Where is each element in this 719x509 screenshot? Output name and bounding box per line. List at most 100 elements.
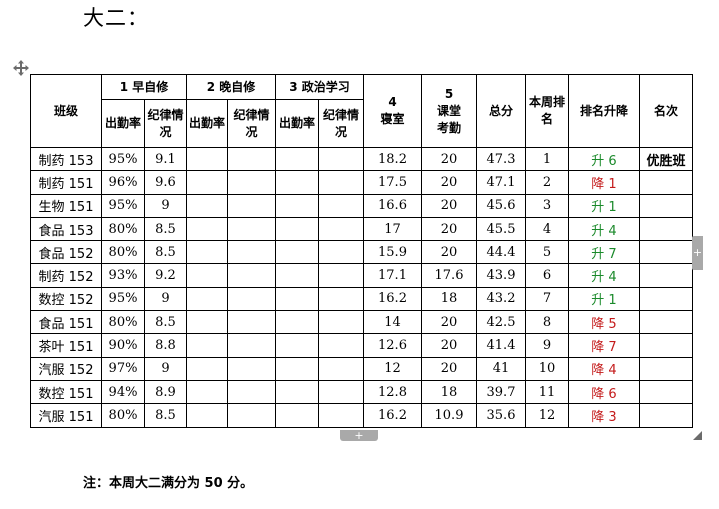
rank-change-cell: 降 3 (568, 403, 640, 428)
class-cell: 数控 151 (30, 379, 102, 405)
political-discipline-cell (318, 403, 364, 428)
class-cell: 汽服 152 (30, 356, 102, 381)
dorm-cell: 12.6 (363, 333, 422, 358)
four-way-arrow-icon[interactable] (13, 60, 29, 76)
morning-attendance-cell: 80% (101, 310, 145, 335)
resize-corner-icon[interactable] (693, 431, 702, 440)
rank-cell: 4 (525, 216, 569, 242)
class-cell: 食品 151 (30, 310, 102, 335)
political-attendance-cell (275, 379, 319, 405)
classroom-cell: 17.6 (421, 263, 477, 288)
dorm-cell: 16.2 (363, 403, 422, 428)
political-attendance-cell (275, 170, 319, 195)
morning-attendance-cell: 80% (101, 240, 145, 265)
rank-change-cell: 降 1 (568, 170, 640, 195)
classroom-cell: 20 (421, 170, 477, 195)
evening-attendance-cell (186, 286, 228, 312)
evening-discipline-cell (227, 263, 276, 288)
rank-change-cell: 升 1 (568, 193, 640, 218)
political-discipline-cell (318, 333, 364, 358)
total-cell: 43.2 (476, 286, 526, 312)
rank-cell: 11 (525, 379, 569, 405)
morning-discipline-cell: 8.5 (144, 310, 187, 335)
evening-attendance-cell (186, 216, 228, 242)
political-discipline-cell (318, 286, 364, 312)
table-row: 数控 151 94% 8.9 12.8 18 39.7 11 降 6 (30, 379, 693, 405)
mingci-cell: 优胜班 (639, 146, 693, 172)
rank-cell: 7 (525, 286, 569, 312)
classroom-cell: 10.9 (421, 403, 477, 428)
mingci-cell (639, 333, 693, 358)
political-discipline-cell (318, 170, 364, 195)
header-attendance-rate: 出勤率 (275, 99, 319, 148)
table-row: 汽服 152 97% 9 12 20 41 10 降 4 (30, 356, 693, 381)
mingci-cell (639, 170, 693, 195)
political-discipline-cell (318, 379, 364, 405)
morning-attendance-cell: 80% (101, 403, 145, 428)
dorm-cell: 16.2 (363, 286, 422, 312)
evening-attendance-cell (186, 146, 228, 172)
political-attendance-cell (275, 193, 319, 218)
header-discipline: 纪律情况 (144, 99, 187, 148)
add-column-button[interactable]: + (692, 236, 703, 270)
class-cell: 生物 151 (30, 193, 102, 218)
rank-cell: 5 (525, 240, 569, 265)
political-attendance-cell (275, 356, 319, 381)
morning-attendance-cell: 90% (101, 333, 145, 358)
evening-attendance-cell (186, 310, 228, 335)
dorm-cell: 12.8 (363, 379, 422, 405)
rank-change-cell: 降 7 (568, 333, 640, 358)
class-cell: 汽服 151 (30, 403, 102, 428)
morning-discipline-cell: 8.5 (144, 216, 187, 242)
rank-cell: 12 (525, 403, 569, 428)
classroom-cell: 20 (421, 356, 477, 381)
table-row: 汽服 151 80% 8.5 16.2 10.9 35.6 12 降 3 (30, 403, 693, 428)
dorm-cell: 18.2 (363, 146, 422, 172)
mingci-cell (639, 310, 693, 335)
total-cell: 42.5 (476, 310, 526, 335)
evening-attendance-cell (186, 193, 228, 218)
footnote: 注：本周大二满分为 50 分。 (83, 476, 254, 491)
evening-discipline-cell (227, 379, 276, 405)
classroom-cell: 18 (421, 379, 477, 405)
class-cell: 茶叶 151 (30, 333, 102, 358)
table-row: 茶叶 151 90% 8.8 12.6 20 41.4 9 降 7 (30, 333, 693, 358)
total-cell: 41.4 (476, 333, 526, 358)
total-cell: 39.7 (476, 379, 526, 405)
table-row: 食品 153 80% 8.5 17 20 45.5 4 升 4 (30, 216, 693, 242)
dorm-cell: 17 (363, 216, 422, 242)
evening-attendance-cell (186, 263, 228, 288)
political-attendance-cell (275, 240, 319, 265)
morning-discipline-cell: 9.6 (144, 170, 187, 195)
total-cell: 45.5 (476, 216, 526, 242)
political-attendance-cell (275, 403, 319, 428)
morning-discipline-cell: 8.9 (144, 379, 187, 405)
morning-discipline-cell: 9.2 (144, 263, 187, 288)
morning-attendance-cell: 93% (101, 263, 145, 288)
header-total: 总分 (476, 74, 526, 148)
dorm-cell: 12 (363, 356, 422, 381)
dorm-cell: 16.6 (363, 193, 422, 218)
total-cell: 43.9 (476, 263, 526, 288)
page-heading: 大二： (83, 6, 149, 30)
table-row: 生物 151 95% 9 16.6 20 45.6 3 升 1 (30, 193, 693, 218)
evening-attendance-cell (186, 403, 228, 428)
morning-discipline-cell: 8.5 (144, 403, 187, 428)
political-discipline-cell (318, 356, 364, 381)
dorm-cell: 15.9 (363, 240, 422, 265)
header-dorm: 4 寝室 (363, 74, 422, 148)
evening-discipline-cell (227, 240, 276, 265)
classroom-cell: 18 (421, 286, 477, 312)
political-attendance-cell (275, 286, 319, 312)
evening-discipline-cell (227, 146, 276, 172)
rank-cell: 2 (525, 170, 569, 195)
classroom-cell: 20 (421, 240, 477, 265)
morning-attendance-cell: 80% (101, 216, 145, 242)
dorm-cell: 17.5 (363, 170, 422, 195)
mingci-cell (639, 193, 693, 218)
morning-attendance-cell: 96% (101, 170, 145, 195)
table-row: 数控 152 95% 9 16.2 18 43.2 7 升 1 (30, 286, 693, 312)
header-class: 班级 (30, 74, 102, 148)
add-row-button[interactable]: + (340, 430, 378, 441)
class-cell: 制药 153 (30, 146, 102, 172)
